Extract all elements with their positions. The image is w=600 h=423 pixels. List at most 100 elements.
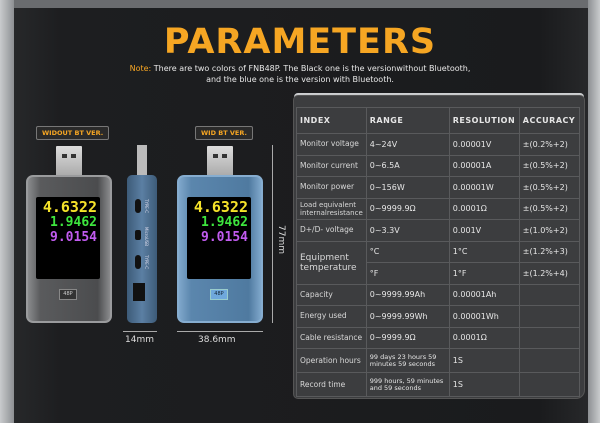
power-reading: 9.0154 xyxy=(201,230,248,245)
cell-index: D+/D- voltage xyxy=(296,219,367,242)
cell-index: Capacity xyxy=(296,283,367,306)
cell-accuracy xyxy=(518,305,581,328)
cell-accuracy xyxy=(518,326,581,349)
current-reading: 1.9462 xyxy=(201,215,248,230)
cell-resolution: 0.0001Ω xyxy=(448,326,520,349)
cell-range: °C xyxy=(365,240,450,263)
typec-port xyxy=(135,255,141,269)
table-row: Cable resistance 0~9999.9Ω 0.0001Ω xyxy=(296,326,581,349)
header-resolution: RESOLUTION xyxy=(448,107,520,134)
note: Note: There are two colors of FNB48P. Th… xyxy=(0,63,600,85)
cell-resolution: 0.00001A xyxy=(448,154,520,177)
side-plug xyxy=(137,145,147,175)
device-side-view: TYPE-C MicroUSB TYPE-C xyxy=(127,175,157,323)
cell-range: 99 days 23 hours 59 minutes 59 seconds xyxy=(365,348,450,373)
cell-range: 999 hours, 59 minutes and 59 seconds xyxy=(365,372,450,397)
cell-accuracy: ±(1.2%+4) xyxy=(518,262,581,285)
cell-resolution: 0.00001W xyxy=(448,176,520,199)
cell-resolution: 1S xyxy=(448,348,520,373)
cell-resolution: 1S xyxy=(448,372,520,397)
frame-top xyxy=(0,0,600,8)
cell-accuracy: ±(1.2%+3) xyxy=(518,240,581,263)
blue-device: 4.6322 1.9462 9.0154 48P xyxy=(177,175,263,323)
cell-index: Load equivalent internalresistance xyxy=(296,197,367,220)
cell-index: Energy used xyxy=(296,305,367,328)
cell-index: Monitor current xyxy=(296,154,367,177)
table-row: Capacity 0~9999.99Ah 0.00001Ah xyxy=(296,283,581,306)
cell-accuracy xyxy=(518,372,581,397)
voltage-reading: 4.6322 xyxy=(42,198,97,216)
table-row: Load equivalent internalresistance 0~9999… xyxy=(296,197,581,220)
height-dimension-line xyxy=(272,145,273,323)
cell-accuracy xyxy=(518,283,581,306)
cell-resolution: 1°F xyxy=(448,262,520,285)
table-header: INDEX RANGE RESOLUTION ACCURACY xyxy=(296,107,581,134)
cell-index: Equipment temperature xyxy=(296,240,367,285)
usb-plug xyxy=(207,146,233,176)
power-reading: 9.0154 xyxy=(50,230,97,245)
table-row: Monitor power 0~156W 0.00001W ±(0.5%+2) xyxy=(296,176,581,199)
table-row: Monitor current 0~6.5A 0.00001A ±(0.5%+2) xyxy=(296,154,581,177)
cell-range: 0~156W xyxy=(365,176,450,199)
cell-resolution: 0.00001Ah xyxy=(448,283,520,306)
header-range: RANGE xyxy=(365,107,450,134)
parameters-table: INDEX RANGE RESOLUTION ACCURACY Monitor … xyxy=(296,107,581,397)
cell-index: Cable resistance xyxy=(296,326,367,349)
cell-resolution: 0.00001Wh xyxy=(448,305,520,328)
cell-range: 0~9999.9Ω xyxy=(365,326,450,349)
cell-index: Monitor voltage xyxy=(296,133,367,156)
device-screen: 4.6322 1.9462 9.0154 xyxy=(187,197,251,279)
cell-range: 0~9999.99Wh xyxy=(365,305,450,328)
port-label-microusb: MicroUSB xyxy=(144,227,149,246)
width-dimension-line xyxy=(177,331,263,332)
port-label-typec-out: TYPE-C xyxy=(144,255,149,270)
height-dimension: 77mm xyxy=(276,225,286,254)
cell-range: 0~9999.9Ω xyxy=(365,197,450,220)
cell-index: Record time xyxy=(296,372,367,397)
cell-range: 0~9999.99Ah xyxy=(365,283,450,306)
cell-accuracy: ±(0.2%+2) xyxy=(518,133,581,156)
note-label: Note: xyxy=(129,64,152,73)
cell-accuracy: ±(0.5%+2) xyxy=(518,154,581,177)
cell-index: Monitor power xyxy=(296,176,367,199)
model-badge: 48P xyxy=(59,289,77,300)
cell-range: °F xyxy=(365,262,450,285)
typec-port xyxy=(135,199,141,213)
cell-range: 4~24V xyxy=(365,133,450,156)
usb-plug xyxy=(56,146,82,176)
note-text: There are two colors of FNB48P. The Blac… xyxy=(153,64,471,73)
cell-index: Operation hours xyxy=(296,348,367,373)
switch xyxy=(133,283,145,301)
note-text-2: and the blue one is the version with Blu… xyxy=(206,75,394,84)
thickness-dimension-line xyxy=(123,331,157,332)
cell-accuracy: ±(0.5%+2) xyxy=(518,197,581,220)
table-row: Equipment temperature °C 1°C ±(1.2%+3) xyxy=(296,240,581,285)
black-version-label: WIDOUT BT VER. xyxy=(36,126,110,140)
table-row: Record time 999 hours, 59 minutes and 59 … xyxy=(296,372,581,397)
cell-resolution: 0.001V xyxy=(448,219,520,242)
cell-resolution: 1°C xyxy=(448,240,520,263)
frame-right xyxy=(588,0,600,423)
thickness-dimension: 14mm xyxy=(125,335,154,345)
header-index: INDEX xyxy=(296,107,367,134)
table-row: D+/D- voltage 0~3.3V 0.001V ±(1.0%+2) xyxy=(296,219,581,242)
current-reading: 1.9462 xyxy=(50,215,97,230)
port-label-typec-in: TYPE-C xyxy=(144,199,149,214)
table-row: Operation hours 99 days 23 hours 59 minut… xyxy=(296,348,581,373)
microusb-port xyxy=(135,230,141,240)
table-row: Monitor voltage 4~24V 0.00001V ±(0.2%+2) xyxy=(296,133,581,156)
cell-accuracy: ±(0.5%+2) xyxy=(518,176,581,199)
cell-range: 0~3.3V xyxy=(365,219,450,242)
voltage-reading: 4.6322 xyxy=(193,198,248,216)
cell-accuracy xyxy=(518,348,581,373)
cell-accuracy: ±(1.0%+2) xyxy=(518,219,581,242)
frame-left xyxy=(0,0,14,423)
device-screen: 4.6322 1.9462 9.0154 xyxy=(36,197,100,279)
cell-resolution: 0.00001V xyxy=(448,133,520,156)
blue-version-label: WID BT VER. xyxy=(195,126,253,140)
page-title: PARAMETERS xyxy=(163,22,437,62)
header-accuracy: ACCURACY xyxy=(518,107,581,134)
table-row: Energy used 0~9999.99Wh 0.00001Wh xyxy=(296,305,581,328)
model-badge: 48P xyxy=(210,289,228,300)
width-dimension: 38.6mm xyxy=(198,335,236,345)
